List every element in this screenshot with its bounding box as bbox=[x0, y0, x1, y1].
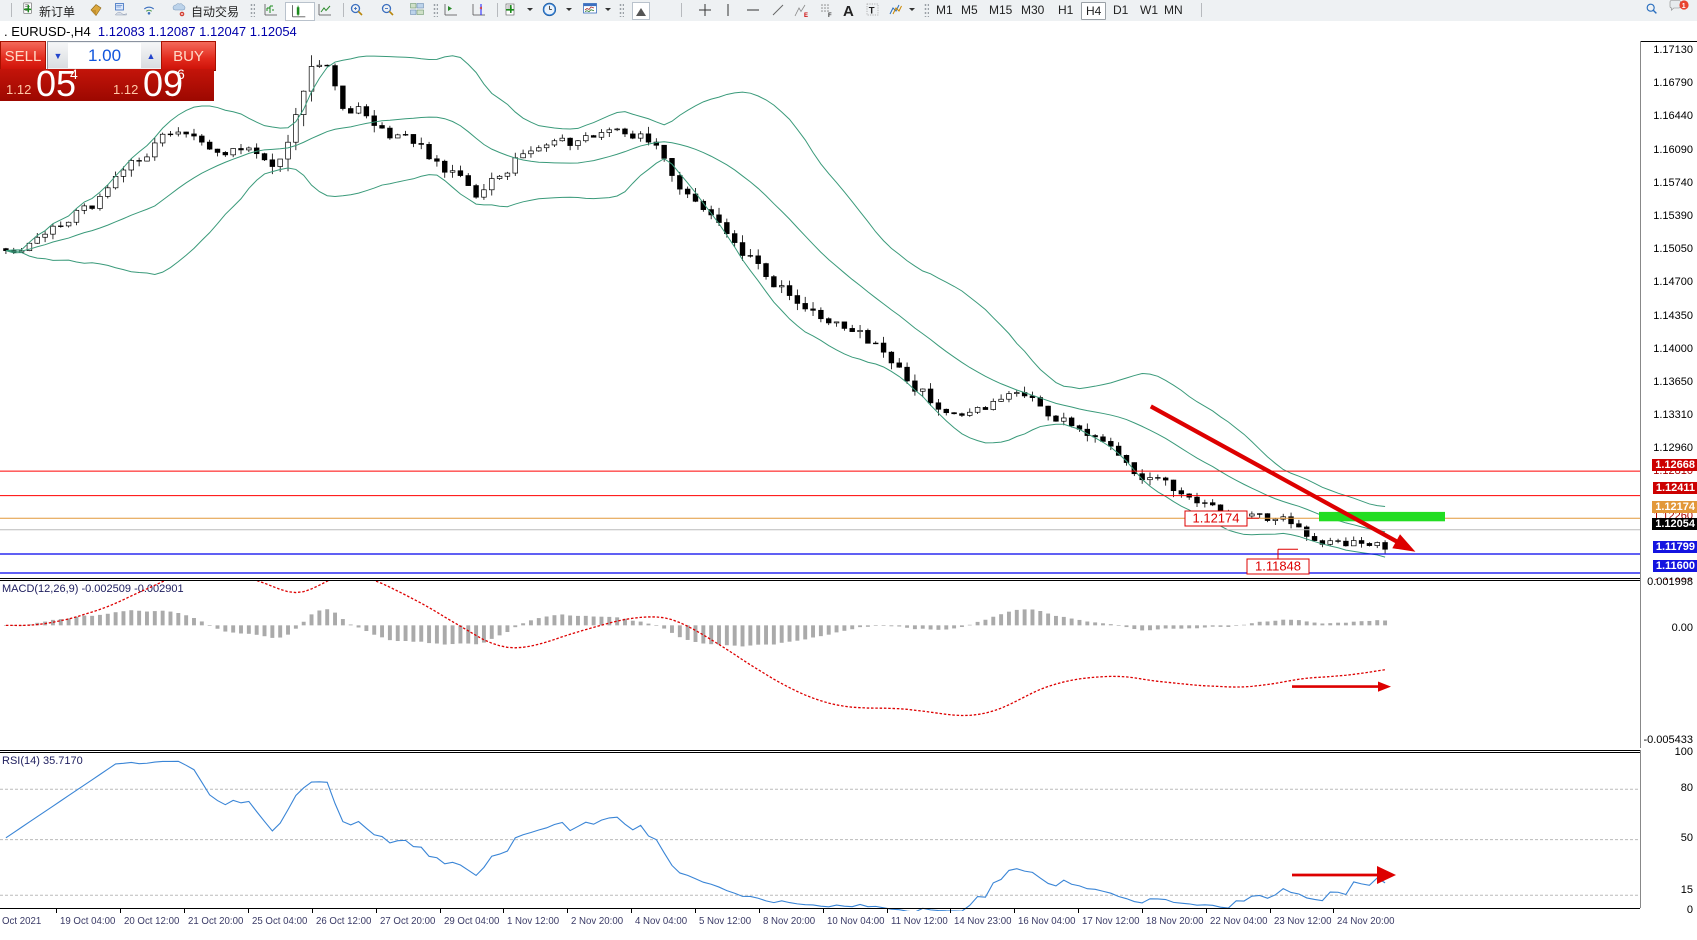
svg-text:F: F bbox=[828, 13, 832, 18]
svg-text:1.11848: 1.11848 bbox=[1255, 559, 1301, 574]
svg-text:1.12174: 1.12174 bbox=[1193, 511, 1240, 526]
svg-text:E: E bbox=[804, 13, 808, 18]
svg-text:T: T bbox=[869, 6, 875, 17]
svg-text:1: 1 bbox=[1682, 3, 1686, 10]
